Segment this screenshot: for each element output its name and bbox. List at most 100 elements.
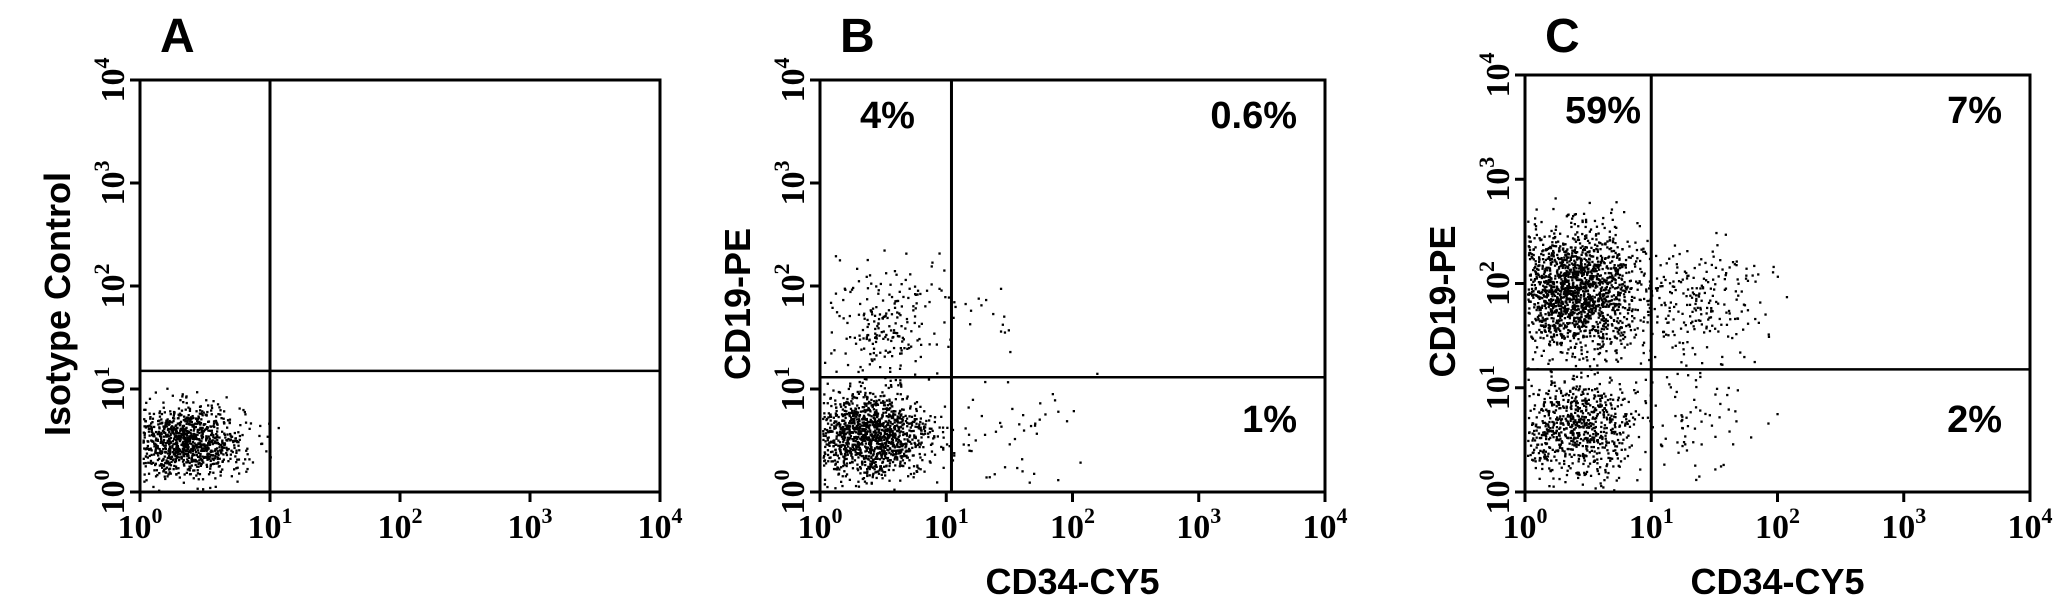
event-point	[189, 420, 192, 423]
event-point	[258, 434, 261, 438]
event-point	[183, 442, 187, 445]
event-point	[198, 459, 201, 462]
event-point	[928, 419, 931, 422]
event-point	[1559, 271, 1563, 274]
event-point	[1559, 342, 1562, 345]
event-point	[1535, 308, 1538, 312]
event-point	[868, 442, 871, 446]
event-point	[197, 465, 200, 468]
event-point	[1592, 276, 1595, 279]
event-point	[1559, 332, 1562, 336]
event-point	[1597, 304, 1600, 307]
event-point	[1566, 315, 1570, 318]
event-point	[900, 305, 903, 308]
event-point	[195, 474, 198, 477]
event-point	[1596, 273, 1599, 276]
event-point	[1542, 273, 1546, 276]
event-point	[1613, 264, 1616, 267]
event-point	[1585, 421, 1588, 425]
event-point	[878, 469, 881, 472]
event-point	[921, 422, 924, 425]
event-point	[1550, 313, 1553, 316]
event-point	[1561, 313, 1565, 316]
event-point	[169, 427, 173, 430]
event-point	[1581, 220, 1584, 224]
event-point	[1565, 405, 1568, 408]
event-point	[176, 426, 179, 430]
event-point	[1597, 300, 1600, 303]
event-point	[1586, 250, 1589, 254]
event-point	[894, 449, 898, 452]
event-point	[1552, 283, 1556, 286]
event-point	[1604, 395, 1607, 398]
event-point	[1565, 274, 1568, 278]
event-point	[1629, 287, 1632, 290]
event-point	[1576, 440, 1579, 443]
event-point	[1585, 246, 1588, 249]
event-point	[1588, 434, 1592, 437]
event-point	[1584, 299, 1587, 303]
event-point	[166, 433, 169, 436]
event-point	[192, 434, 195, 438]
event-point	[1595, 284, 1598, 287]
event-point	[876, 435, 879, 439]
event-point	[183, 428, 186, 431]
event-point	[1537, 452, 1541, 455]
event-point	[879, 451, 882, 454]
event-point	[222, 458, 225, 461]
event-point	[1605, 440, 1608, 443]
event-point	[171, 430, 174, 434]
event-point	[210, 429, 213, 432]
event-point	[166, 475, 169, 478]
event-point	[1584, 282, 1587, 285]
event-point	[862, 416, 865, 419]
event-point	[209, 429, 212, 432]
event-point	[1573, 289, 1577, 292]
event-point	[855, 396, 859, 400]
event-point	[1585, 402, 1588, 405]
event-point	[822, 456, 825, 459]
event-point	[871, 449, 874, 452]
event-point	[1619, 303, 1622, 306]
event-point	[885, 465, 888, 468]
event-point	[916, 339, 919, 342]
event-point	[1601, 409, 1604, 412]
event-point	[170, 455, 174, 458]
event-point	[1536, 305, 1539, 309]
event-point	[1565, 392, 1568, 395]
event-point	[837, 444, 840, 447]
event-point	[891, 445, 894, 448]
event-point	[898, 431, 901, 434]
event-point	[1634, 308, 1637, 311]
event-point	[1592, 306, 1595, 309]
event-point	[862, 429, 865, 432]
event-point	[904, 450, 907, 453]
event-point	[908, 466, 911, 470]
event-point	[877, 424, 881, 427]
event-point	[192, 416, 195, 420]
event-point	[841, 408, 844, 411]
event-point	[867, 402, 870, 405]
event-point	[977, 297, 980, 300]
event-point	[895, 437, 898, 441]
event-point	[1601, 277, 1604, 280]
event-point	[221, 439, 224, 442]
event-point	[1537, 432, 1541, 435]
event-point	[1550, 280, 1553, 283]
event-point	[1617, 264, 1620, 267]
event-point	[1565, 427, 1568, 430]
event-point	[897, 439, 901, 442]
event-point	[883, 450, 886, 453]
event-point	[1607, 292, 1610, 295]
event-point	[1572, 386, 1575, 389]
event-point	[851, 461, 854, 464]
event-point	[236, 466, 239, 469]
event-point	[1592, 397, 1596, 400]
event-point	[259, 424, 262, 428]
event-point	[1566, 298, 1569, 301]
event-point	[872, 450, 876, 453]
event-point	[1021, 470, 1024, 473]
event-point	[898, 421, 902, 424]
event-point	[1573, 307, 1577, 310]
event-point	[869, 433, 872, 437]
